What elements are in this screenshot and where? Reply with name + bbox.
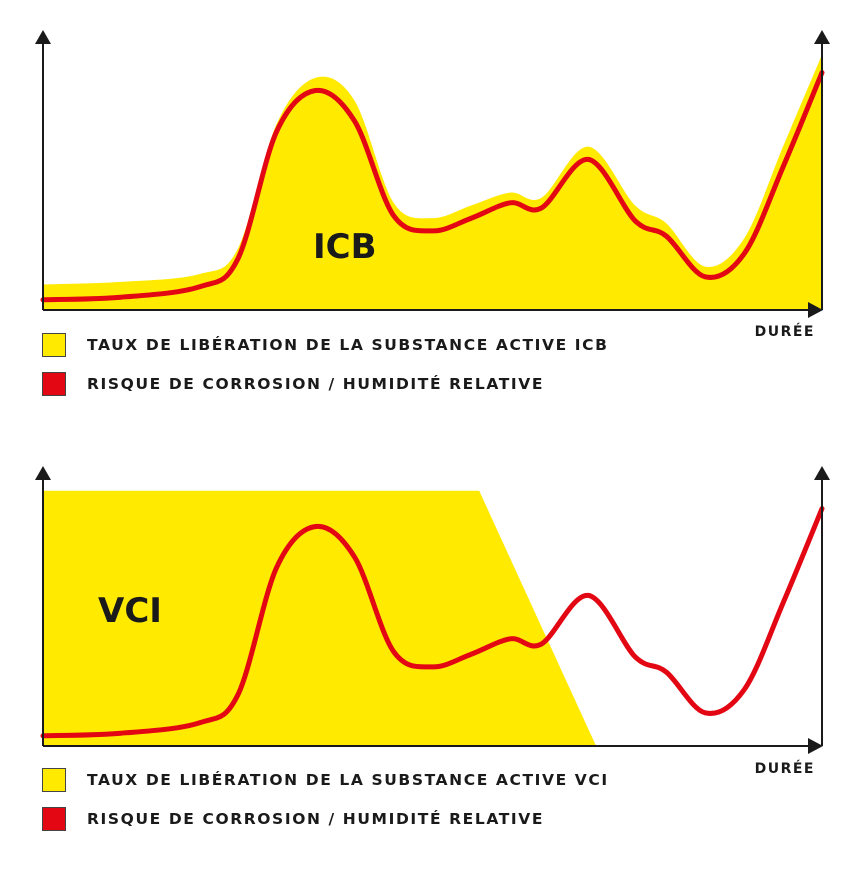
icb-release-area [43, 54, 822, 310]
red-swatch-icon [42, 807, 66, 831]
yellow-swatch-icon [42, 768, 66, 792]
yellow-swatch-icon [42, 333, 66, 357]
icb-y-axis-arrow [35, 30, 51, 44]
icb-chart-panel: ICB DURÉE TAUX DE LIBÉRATION DE LA SUBST… [0, 0, 865, 436]
vci-release-area [43, 490, 597, 746]
icb-right-axis-arrow [814, 30, 830, 44]
legend-label: RISQUE DE CORROSION / HUMIDITÉ RELATIVE [87, 375, 545, 393]
icb-x-axis-label: DURÉE [755, 323, 815, 340]
icb-chart-svg: ICB DURÉE [35, 30, 830, 340]
vci-corrosion-line [40, 506, 825, 739]
legend-label: RISQUE DE CORROSION / HUMIDITÉ RELATIVE [87, 810, 545, 828]
icb-panel-label: ICB [313, 227, 377, 267]
vci-right-axis-arrow [814, 466, 830, 480]
vci-x-axis-label: DURÉE [755, 760, 815, 777]
legend-label: TAUX DE LIBÉRATION DE LA SUBSTANCE ACTIV… [87, 336, 609, 354]
vci-y-axis-arrow [35, 466, 51, 480]
vci-chart-panel: VCI DURÉE TAUX DE LIBÉRATION DE LA SUBST… [0, 436, 865, 873]
icb-plot-area [40, 54, 825, 310]
vci-panel-label: VCI [98, 591, 162, 631]
vci-plot-area [40, 490, 825, 746]
vci-x-axis-arrow [808, 738, 823, 754]
vci-chart-svg: VCI DURÉE [35, 466, 830, 777]
icb-x-axis-arrow [808, 302, 823, 318]
icb-corrosion-line [40, 70, 825, 303]
red-swatch-icon [42, 372, 66, 396]
legend-label: TAUX DE LIBÉRATION DE LA SUBSTANCE ACTIV… [87, 771, 609, 789]
